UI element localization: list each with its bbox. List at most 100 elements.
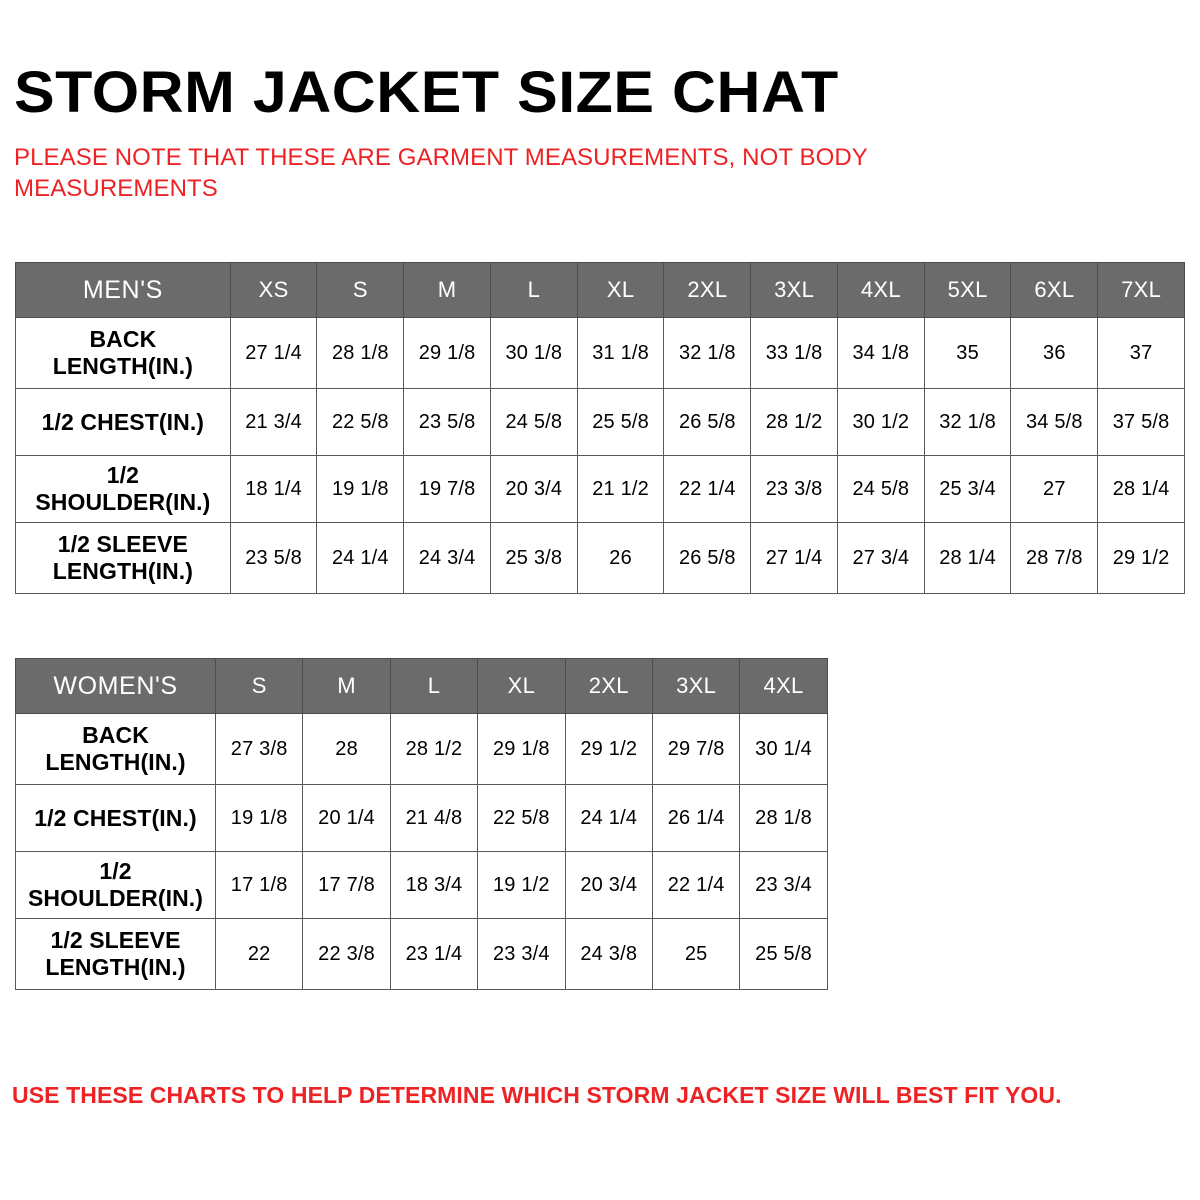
cell: 25 5/8 xyxy=(739,918,828,990)
cell: 19 7/8 xyxy=(403,455,491,523)
cell: 22 xyxy=(214,918,304,990)
cell: 29 1/8 xyxy=(477,713,566,785)
usage-note: USE THESE CHARTS TO HELP DETERMINE WHICH… xyxy=(12,1082,1062,1108)
table-row: 1/2 SLEEVE LENGTH(IN.) 23 5/8 24 1/4 24 … xyxy=(15,522,1185,594)
mens-table-head: MEN'S XS S M L XL 2XL 3XL 4XL 5XL 6XL 7X… xyxy=(15,262,1185,318)
womens-size-col-4xl: 4XL xyxy=(739,658,828,714)
cell: 31 1/8 xyxy=(576,317,665,389)
cell: 32 1/8 xyxy=(663,317,752,389)
womens-size-col-2xl: 2XL xyxy=(564,658,653,714)
womens-row-label-half-shoulder: 1/2 SHOULDER(IN.) xyxy=(15,851,216,919)
mens-size-col-4xl: 4XL xyxy=(836,262,925,318)
cell: 24 3/4 xyxy=(403,522,491,594)
table-row: 1/2 CHEST(IN.) 19 1/8 20 1/4 21 4/8 22 5… xyxy=(15,784,828,852)
cell: 23 3/4 xyxy=(739,851,828,919)
mens-size-table: MEN'S XS S M L XL 2XL 3XL 4XL 5XL 6XL 7X… xyxy=(15,262,1185,594)
cell: 19 1/8 xyxy=(214,784,304,852)
cell: 30 1/4 xyxy=(739,713,828,785)
mens-row-label-half-sleeve: 1/2 SLEEVE LENGTH(IN.) xyxy=(15,522,231,594)
cell: 25 5/8 xyxy=(576,388,665,456)
womens-table-title: WOMEN'S xyxy=(15,658,216,714)
womens-size-col-m: M xyxy=(302,658,391,714)
cell: 22 1/4 xyxy=(651,851,741,919)
cell: 25 3/8 xyxy=(489,522,578,594)
cell: 24 3/8 xyxy=(564,918,653,990)
cell: 23 5/8 xyxy=(403,388,491,456)
page-title: STORM JACKET SIZE CHAT xyxy=(14,59,839,125)
womens-size-col-xl: XL xyxy=(477,658,566,714)
womens-size-col-s: S xyxy=(214,658,304,714)
cell: 32 1/8 xyxy=(923,388,1012,456)
womens-table-body: BACK LENGTH(IN.) 27 3/8 28 28 1/2 29 1/8… xyxy=(15,713,828,990)
cell: 26 xyxy=(576,522,665,594)
cell: 28 1/4 xyxy=(1097,455,1185,523)
cell: 28 1/2 xyxy=(389,713,479,785)
cell: 27 1/4 xyxy=(750,522,838,594)
table-row: BACK LENGTH(IN.) 27 1/4 28 1/8 29 1/8 30… xyxy=(15,317,1185,389)
mens-header-row: MEN'S XS S M L XL 2XL 3XL 4XL 5XL 6XL 7X… xyxy=(15,262,1185,318)
mens-size-col-7xl: 7XL xyxy=(1097,262,1185,318)
cell: 24 1/4 xyxy=(564,784,653,852)
mens-table-title: MEN'S xyxy=(15,262,231,318)
cell: 25 xyxy=(651,918,741,990)
cell: 17 7/8 xyxy=(302,851,391,919)
cell: 21 3/4 xyxy=(229,388,318,456)
cell: 34 5/8 xyxy=(1010,388,1099,456)
label-line-1: 1/2 SLEEVE xyxy=(50,927,181,953)
cell: 28 1/8 xyxy=(739,784,828,852)
cell: 35 xyxy=(923,317,1012,389)
cell: 21 4/8 xyxy=(389,784,479,852)
cell: 23 5/8 xyxy=(229,522,318,594)
cell: 28 xyxy=(302,713,391,785)
cell: 26 5/8 xyxy=(663,522,752,594)
mens-size-col-2xl: 2XL xyxy=(663,262,752,318)
label-line-2: LENGTH(IN.) xyxy=(45,749,186,775)
cell: 29 1/8 xyxy=(403,317,491,389)
cell: 23 3/4 xyxy=(477,918,566,990)
cell: 28 7/8 xyxy=(1010,522,1099,594)
cell: 19 1/2 xyxy=(477,851,566,919)
cell: 23 3/8 xyxy=(750,455,838,523)
cell: 21 1/2 xyxy=(576,455,665,523)
mens-row-label-back-length: BACK LENGTH(IN.) xyxy=(15,317,231,389)
mens-size-col-3xl: 3XL xyxy=(750,262,838,318)
cell: 24 5/8 xyxy=(836,455,925,523)
womens-row-label-half-sleeve: 1/2 SLEEVE LENGTH(IN.) xyxy=(15,918,216,990)
cell: 36 xyxy=(1010,317,1099,389)
cell: 22 5/8 xyxy=(316,388,405,456)
womens-table-head: WOMEN'S S M L XL 2XL 3XL 4XL xyxy=(15,658,828,714)
cell: 37 5/8 xyxy=(1097,388,1185,456)
cell: 25 3/4 xyxy=(923,455,1012,523)
table-row: 1/2 SHOULDER(IN.) 17 1/8 17 7/8 18 3/4 1… xyxy=(15,851,828,919)
cell: 18 1/4 xyxy=(229,455,318,523)
cell: 27 1/4 xyxy=(229,317,318,389)
cell: 20 3/4 xyxy=(564,851,653,919)
table-row: 1/2 SHOULDER(IN.) 18 1/4 19 1/8 19 7/8 2… xyxy=(15,455,1185,523)
mens-size-col-6xl: 6XL xyxy=(1010,262,1099,318)
cell: 20 1/4 xyxy=(302,784,391,852)
cell: 30 1/2 xyxy=(836,388,925,456)
womens-header-row: WOMEN'S S M L XL 2XL 3XL 4XL xyxy=(15,658,828,714)
cell: 22 1/4 xyxy=(663,455,752,523)
cell: 28 1/2 xyxy=(750,388,838,456)
cell: 29 1/2 xyxy=(564,713,653,785)
label-line-2: LENGTH(IN.) xyxy=(52,353,194,379)
garment-measurement-note: PLEASE NOTE THAT THESE ARE GARMENT MEASU… xyxy=(14,144,868,202)
cell: 30 1/8 xyxy=(489,317,578,389)
label-line-2: LENGTH(IN.) xyxy=(45,954,186,980)
cell: 34 1/8 xyxy=(836,317,925,389)
cell: 26 5/8 xyxy=(663,388,752,456)
mens-row-label-half-chest: 1/2 CHEST(IN.) xyxy=(15,388,231,456)
cell: 29 1/2 xyxy=(1097,522,1185,594)
cell: 27 xyxy=(1010,455,1099,523)
cell: 37 xyxy=(1097,317,1185,389)
mens-size-col-s: S xyxy=(316,262,405,318)
cell: 33 1/8 xyxy=(750,317,838,389)
mens-size-col-l: L xyxy=(489,262,578,318)
cell: 22 3/8 xyxy=(302,918,391,990)
cell: 19 1/8 xyxy=(316,455,405,523)
mens-table-body: BACK LENGTH(IN.) 27 1/4 28 1/8 29 1/8 30… xyxy=(15,317,1185,594)
label-line-1: BACK xyxy=(82,722,149,748)
cell: 24 5/8 xyxy=(489,388,578,456)
